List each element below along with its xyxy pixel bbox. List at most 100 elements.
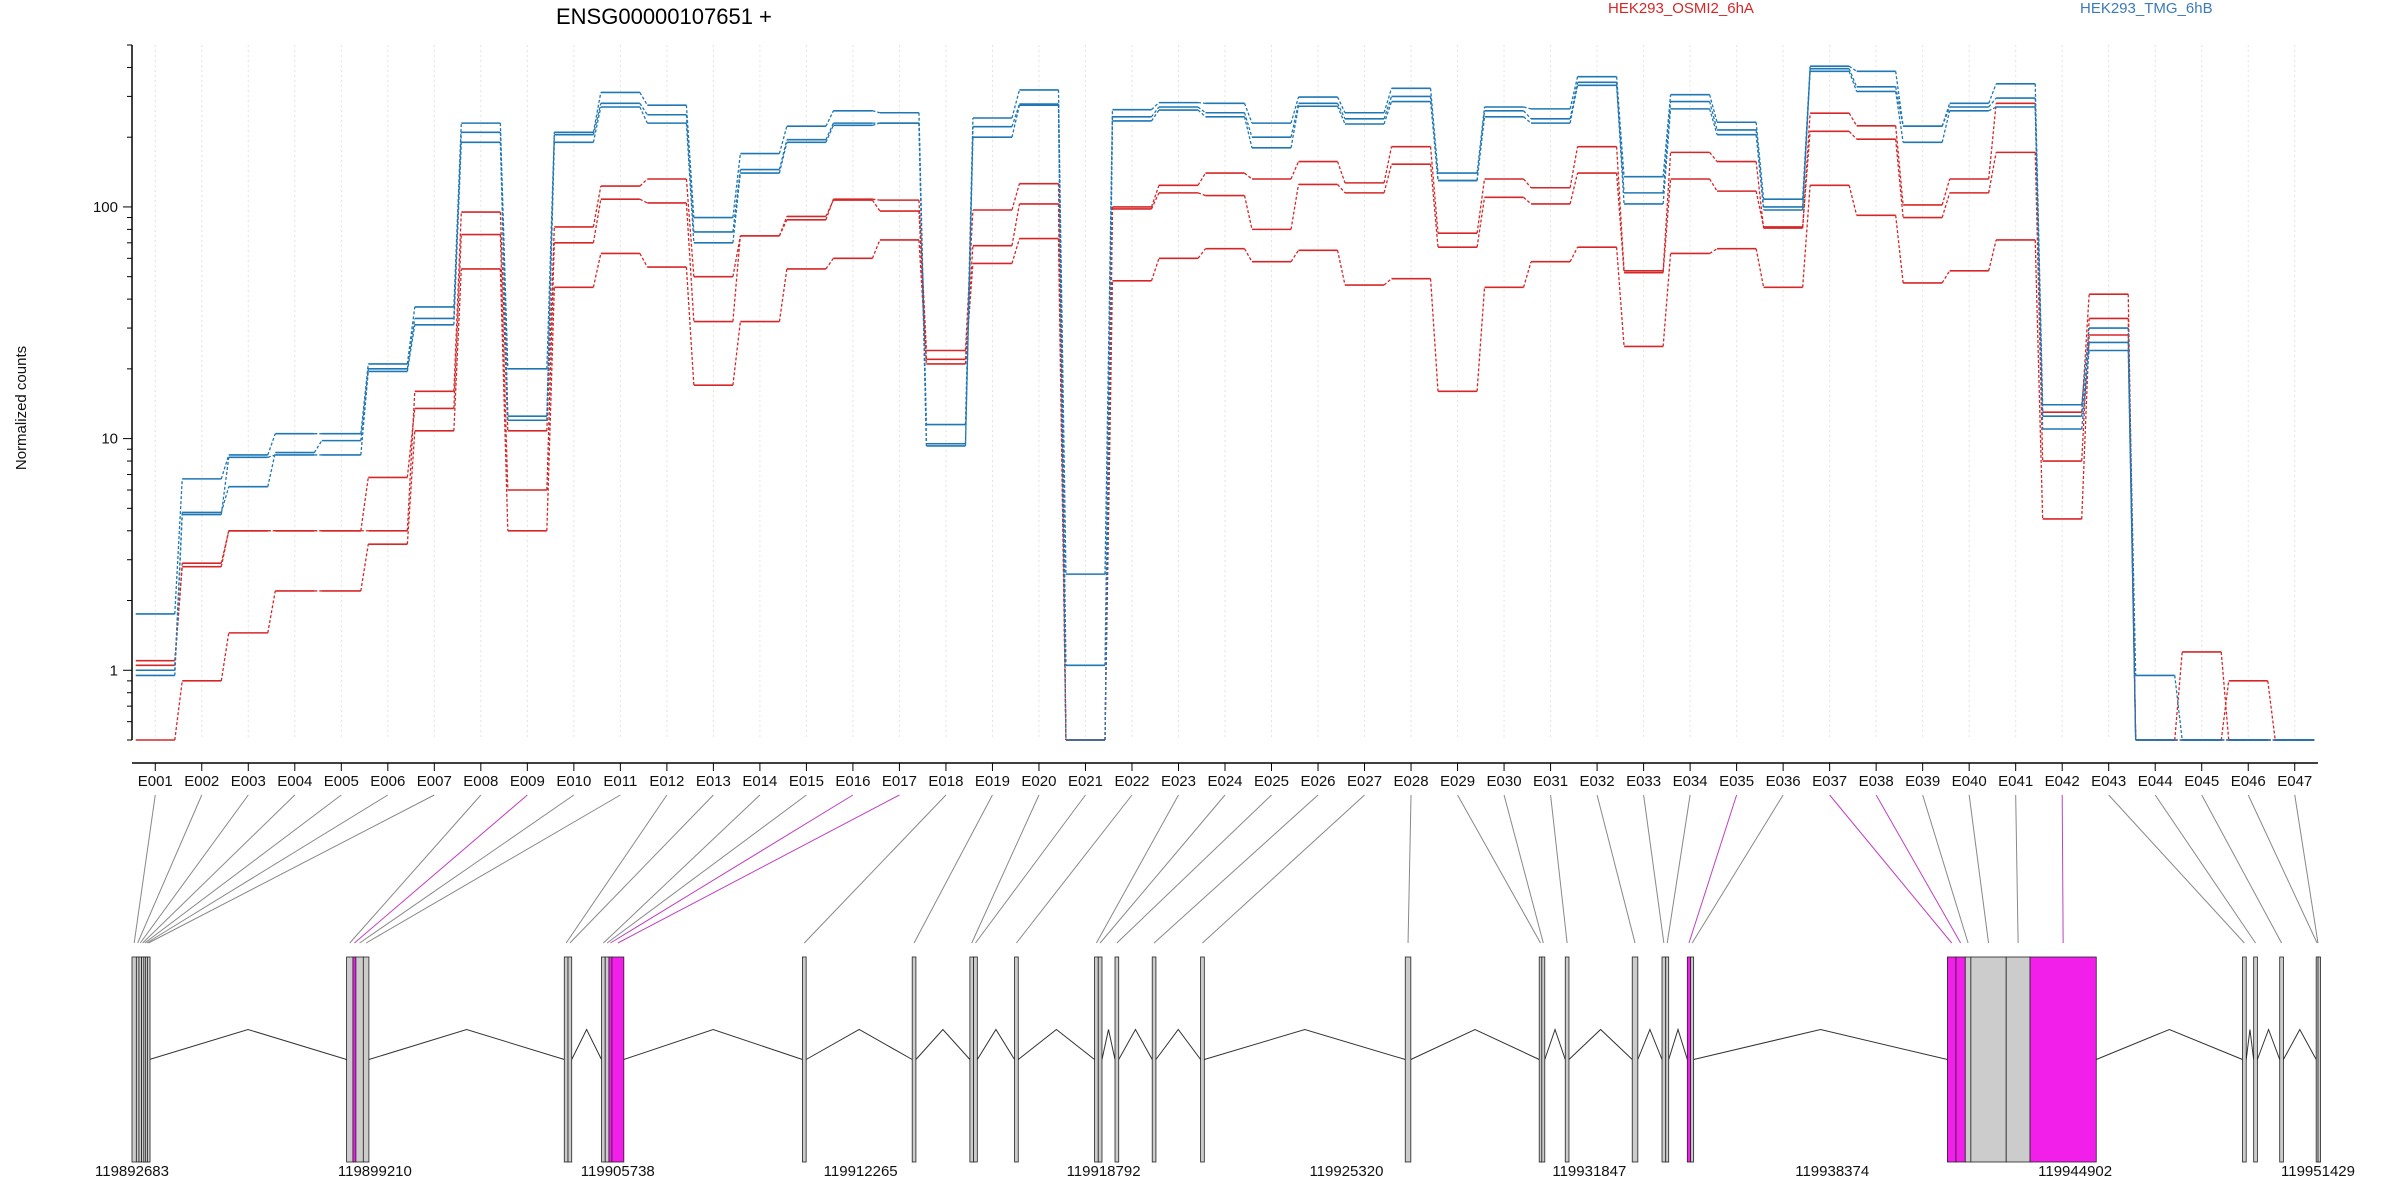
series-transition [778,216,788,237]
chart-title: ENSG00000107651 + [556,4,772,29]
series-transition [1941,192,1951,218]
series-transition [174,680,183,741]
series-transition [1336,106,1346,125]
series-transition [592,103,602,135]
series-transition [1615,173,1625,273]
intron-line [976,1028,1015,1060]
exon-label: E017 [882,773,917,790]
coordinate-label: 119931847 [1552,1163,1626,1180]
exon-box [567,956,573,1163]
intron-line [623,1028,803,1060]
exon-connector [2201,794,2283,944]
exon-box [1114,956,1120,1163]
series-transition [1569,172,1579,205]
exon-connector [569,794,714,944]
series-transition [499,142,509,421]
exon-label: E042 [2045,773,2080,790]
exon-label: E020 [1021,773,1056,790]
intron-line [1155,1028,1201,1060]
exon-connector [913,794,993,944]
series-transition [1709,151,1718,162]
exon-box [611,956,625,1163]
series-transition [267,590,276,633]
exon-connector [1829,794,1953,944]
series-transition [1941,270,1951,284]
series-transition [1151,102,1160,111]
series-transition [406,306,416,365]
series-transition [871,239,881,259]
coordinate-label: 119918792 [1067,1163,1141,1180]
exon-box [362,956,370,1163]
exon-connector [137,794,203,944]
exon-connector [2247,794,2318,944]
exon-label: E009 [510,773,545,790]
exon-connector [2108,794,2245,944]
intron-line [1204,1028,1406,1060]
exon-connector [2154,794,2256,944]
series-transition [453,142,462,325]
exon-label: E024 [1207,773,1242,790]
series-transition [592,199,602,243]
series-transition [1429,278,1439,392]
intron-line [1544,1027,1566,1060]
series-transition [1429,164,1439,248]
exon-label: E021 [1068,773,1103,790]
series-transition [1383,146,1393,184]
series-transition [825,257,834,270]
exon-label: E001 [138,773,173,790]
exon-label: E011 [603,773,637,790]
series-transition [1662,178,1672,273]
series-transition [1429,88,1439,174]
intron-line [1101,1029,1116,1060]
exon-box [2005,956,2031,1163]
exon-connector [146,794,389,944]
series-transition [267,433,276,456]
exon-box [1541,956,1546,1163]
exon-connector [142,794,296,944]
exon-connector [1691,794,1784,944]
series-transition [1011,89,1021,119]
series-transition [1755,122,1765,200]
exon-connector [354,794,528,944]
exon-label: E016 [835,773,870,790]
exon-box [802,956,807,1163]
exon-connector [1596,794,1636,944]
series-transition [406,318,416,369]
exon-connector [1202,794,1365,944]
series-transition [1197,248,1206,259]
series-transition [592,106,602,143]
series-transition [2220,651,2230,741]
exon-box [1947,956,1957,1163]
series-transition [1848,71,1858,92]
legend-label-tmg: HEK293_TMG_6hB [2080,0,2213,17]
exon-label: E013 [696,773,731,790]
series-transition [2081,327,2090,405]
intron-line [1410,1028,1540,1060]
exon-label: E014 [742,773,777,790]
series-transition [1523,178,1532,189]
series-transition [1941,110,1951,143]
exon-box [1564,956,1570,1163]
series-transition [174,514,183,676]
exon-box [2242,956,2247,1163]
series-transition [2034,152,2044,462]
series-transition [2267,680,2276,741]
series-transition [453,234,462,409]
series-transition [918,123,928,446]
series-transition [1895,86,1904,127]
series-transition [1383,278,1392,286]
y-axis-label: Normalized counts [13,346,30,470]
series-transition [1336,250,1346,286]
series-transition [1615,247,1625,347]
exon-label: E045 [2184,773,2219,790]
series-transition [174,478,183,614]
exon-box [355,956,364,1163]
exon-connector [1550,794,1568,944]
exon-box [1690,956,1695,1163]
series-transition [732,321,742,386]
series-transition [1243,116,1253,148]
exon-box [2029,956,2097,1163]
exon-box [601,956,606,1163]
exon-label: E032 [1580,773,1615,790]
exon-label: E029 [1440,773,1475,790]
